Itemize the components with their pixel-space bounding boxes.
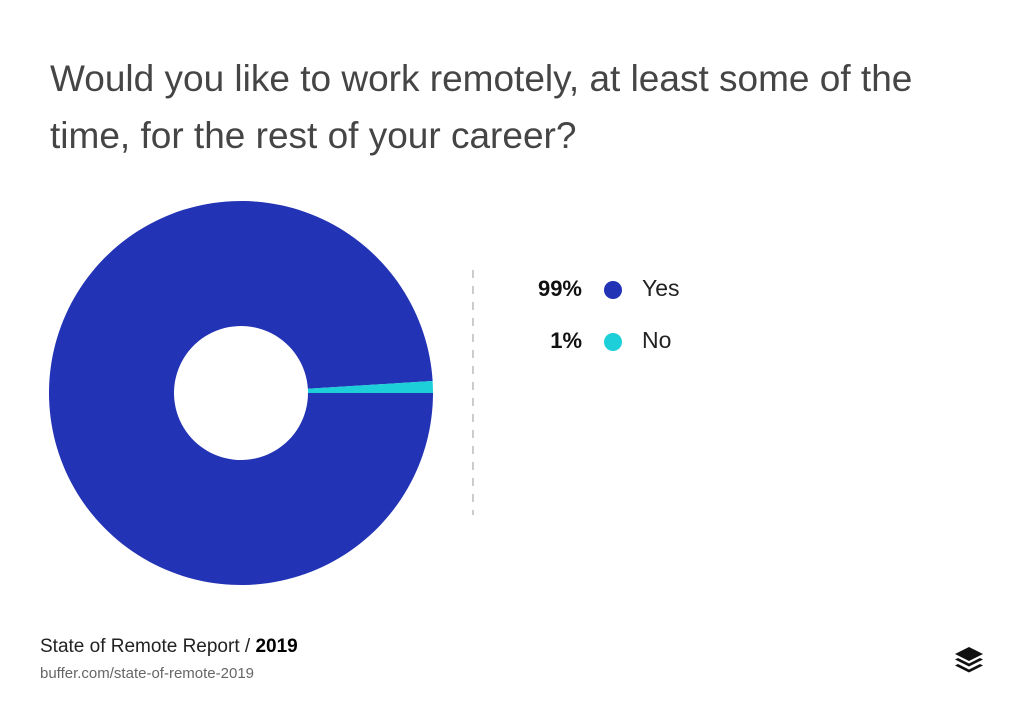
donut-slice: [307, 380, 433, 393]
legend-value: 1%: [550, 328, 582, 353]
legend-label: Yes: [642, 275, 680, 301]
footer-report: State of Remote Report / 2019: [40, 636, 298, 658]
legend-swatch: [604, 281, 622, 299]
report-year: 2019: [255, 636, 298, 657]
footer-url: buffer.com/state-of-remote-2019: [40, 665, 254, 682]
report-name: State of Remote Report /: [40, 636, 251, 657]
logo: [955, 647, 983, 673]
legend-swatch: [604, 333, 622, 351]
donut-slice: [49, 201, 434, 586]
legend-label: No: [642, 327, 671, 353]
legend-value: 99%: [538, 276, 582, 301]
chart-title: Would you like to work remotely, at leas…: [50, 58, 913, 156]
